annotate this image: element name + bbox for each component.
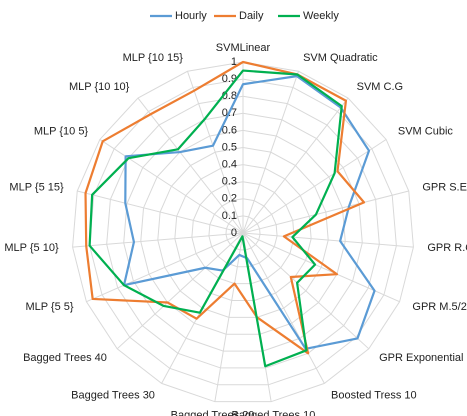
grid-ring	[225, 215, 261, 251]
category-label: GPR S.E	[422, 181, 467, 193]
r-tick-label: 0.5	[222, 141, 237, 153]
grid-ring	[191, 181, 295, 285]
category-label: MLP {10 5}	[34, 126, 89, 138]
grid-ring	[123, 112, 363, 352]
r-tick-label: 0.9	[222, 73, 237, 85]
grid-ring	[208, 198, 278, 268]
category-label: SVM Quadratic	[303, 52, 378, 64]
category-label: Bagged Trees 20	[171, 409, 255, 416]
category-label: GPR Exponential	[379, 352, 463, 364]
legend-label: Hourly	[175, 10, 207, 22]
legend-label: Daily	[239, 10, 264, 22]
category-label: MLP {5 10}	[4, 242, 59, 254]
r-tick-label: 1	[231, 56, 237, 68]
r-tick-label: 0.2	[222, 193, 237, 205]
legend-label: Weekly	[303, 10, 339, 22]
grid-ring	[157, 146, 329, 318]
r-tick-label: 0.1	[222, 210, 237, 222]
category-label: MLP {5 15}	[9, 181, 64, 193]
category-label: MLP {10 10}	[69, 81, 130, 93]
r-tick-label: 0.6	[222, 124, 237, 136]
category-label: SVM C.G	[357, 81, 403, 93]
series-line	[122, 75, 376, 350]
category-label: Boosted Tress 10	[331, 390, 417, 402]
category-label: SVMLinear	[216, 42, 271, 54]
series-line	[84, 60, 366, 355]
grid-ring	[89, 78, 397, 386]
grid-ring	[72, 61, 414, 403]
category-label: SVM Cubic	[398, 126, 454, 138]
category-label: Bagged Trees 40	[23, 352, 107, 364]
series-line	[88, 69, 343, 368]
category-label: Bagged Trees 10	[232, 409, 316, 416]
category-label: GPR R.Q	[427, 242, 467, 254]
category-label: MLP {5 5}	[25, 301, 73, 313]
category-label: Bagged Trees 30	[71, 390, 155, 402]
r-tick-label: 0.3	[222, 176, 237, 188]
r-tick-label: 0	[231, 227, 237, 239]
category-label: MLP {10 15}	[123, 52, 184, 64]
category-label: GPR M.5/2	[412, 301, 466, 313]
r-tick-label: 0.4	[222, 159, 237, 171]
grid-ring	[174, 164, 312, 301]
